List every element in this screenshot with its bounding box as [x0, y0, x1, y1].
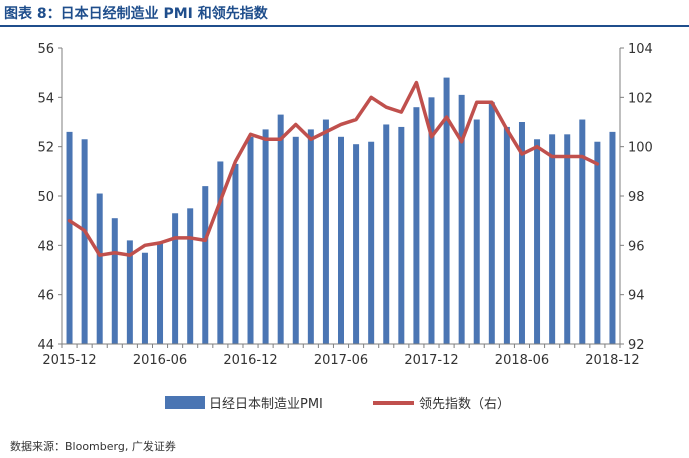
legend-label-pmi: 日经日本制造业PMI [209, 397, 323, 412]
x-tick-label: 2016-06 [133, 353, 187, 368]
pmi-bar [473, 119, 480, 344]
pmi-bar [292, 136, 299, 344]
legend-label-leading-index: 领先指数（右） [419, 397, 510, 412]
pmi-bar [307, 129, 314, 344]
y-right-tick-label: 96 [628, 239, 645, 254]
pmi-bar [609, 131, 616, 344]
pmi-bar [579, 119, 586, 344]
pmi-bar [428, 97, 435, 344]
y-left-tick-label: 48 [37, 239, 54, 254]
pmi-bar [96, 193, 103, 344]
pmi-bar [458, 94, 465, 345]
source-note: 数据来源：Bloomberg, 广发证券 [10, 440, 176, 453]
pmi-bar [141, 252, 148, 344]
pmi-bar [172, 213, 179, 344]
y-right-tick-label: 94 [628, 289, 645, 304]
pmi-bar [322, 119, 329, 344]
x-tick-label: 2017-06 [314, 353, 368, 368]
pmi-bar [594, 141, 601, 344]
pmi-bar [534, 139, 541, 344]
pmi-bar [81, 139, 88, 344]
y-left-tick-label: 44 [37, 338, 54, 353]
pmi-bar [217, 161, 224, 344]
leading-index-line-layer [67, 80, 600, 257]
y-left-tick-label: 52 [37, 141, 54, 156]
legend: 日经日本制造业PMI 领先指数（右） [165, 396, 510, 412]
y-left-tick-label: 46 [37, 289, 54, 304]
pmi-bar [202, 186, 209, 344]
figure-title: 图表 8：日本日经制造业 PMI 和领先指数 [4, 6, 268, 22]
x-tick-label: 2016-12 [223, 353, 277, 368]
y-left-tick-label: 56 [37, 42, 54, 57]
y-right-tick-label: 98 [628, 190, 645, 205]
pmi-bar [338, 136, 344, 344]
title-rule [0, 25, 689, 27]
pmi-bar [503, 126, 510, 345]
pmi-bar [157, 242, 164, 344]
y-right-tick-label: 102 [628, 91, 653, 106]
pmi-bar [66, 131, 73, 344]
pmi-bar [549, 134, 556, 344]
pmi-bar [187, 208, 194, 344]
pmi-bar [126, 240, 133, 344]
pmi-bar [443, 77, 450, 344]
pmi-bar [398, 126, 405, 345]
pmi-bar [111, 218, 118, 344]
pmi-bar [488, 102, 495, 345]
y-right-tick-label: 92 [628, 338, 645, 353]
pmi-bar [277, 114, 284, 344]
pmi-bar [262, 129, 269, 344]
leading-index-line [67, 80, 600, 257]
pmi-bar [232, 163, 239, 344]
pmi-bar [368, 141, 375, 344]
y-left-tick-label: 50 [37, 190, 54, 205]
pmi-bar [413, 107, 420, 344]
y-left-tick-label: 54 [37, 91, 54, 106]
pmi-bar [518, 122, 525, 344]
x-tick-label: 2017-12 [404, 353, 458, 368]
axes: 44 46 48 50 52 54 56 92 94 96 98 100 102 104 2015-12 20… [37, 42, 652, 368]
pmi-bar [247, 136, 254, 344]
x-tick-label: 2015-12 [42, 353, 96, 368]
pmi-bar [564, 134, 571, 344]
y-right-tick-label: 100 [628, 141, 653, 156]
pmi-bars [66, 77, 616, 345]
y-right-tick-label: 104 [628, 42, 653, 57]
pmi-bar [383, 124, 390, 344]
pmi-bar [353, 144, 360, 344]
x-tick-label: 2018-06 [495, 353, 549, 368]
legend-swatch-pmi [165, 396, 205, 409]
x-tick-label: 2018-12 [585, 353, 639, 368]
